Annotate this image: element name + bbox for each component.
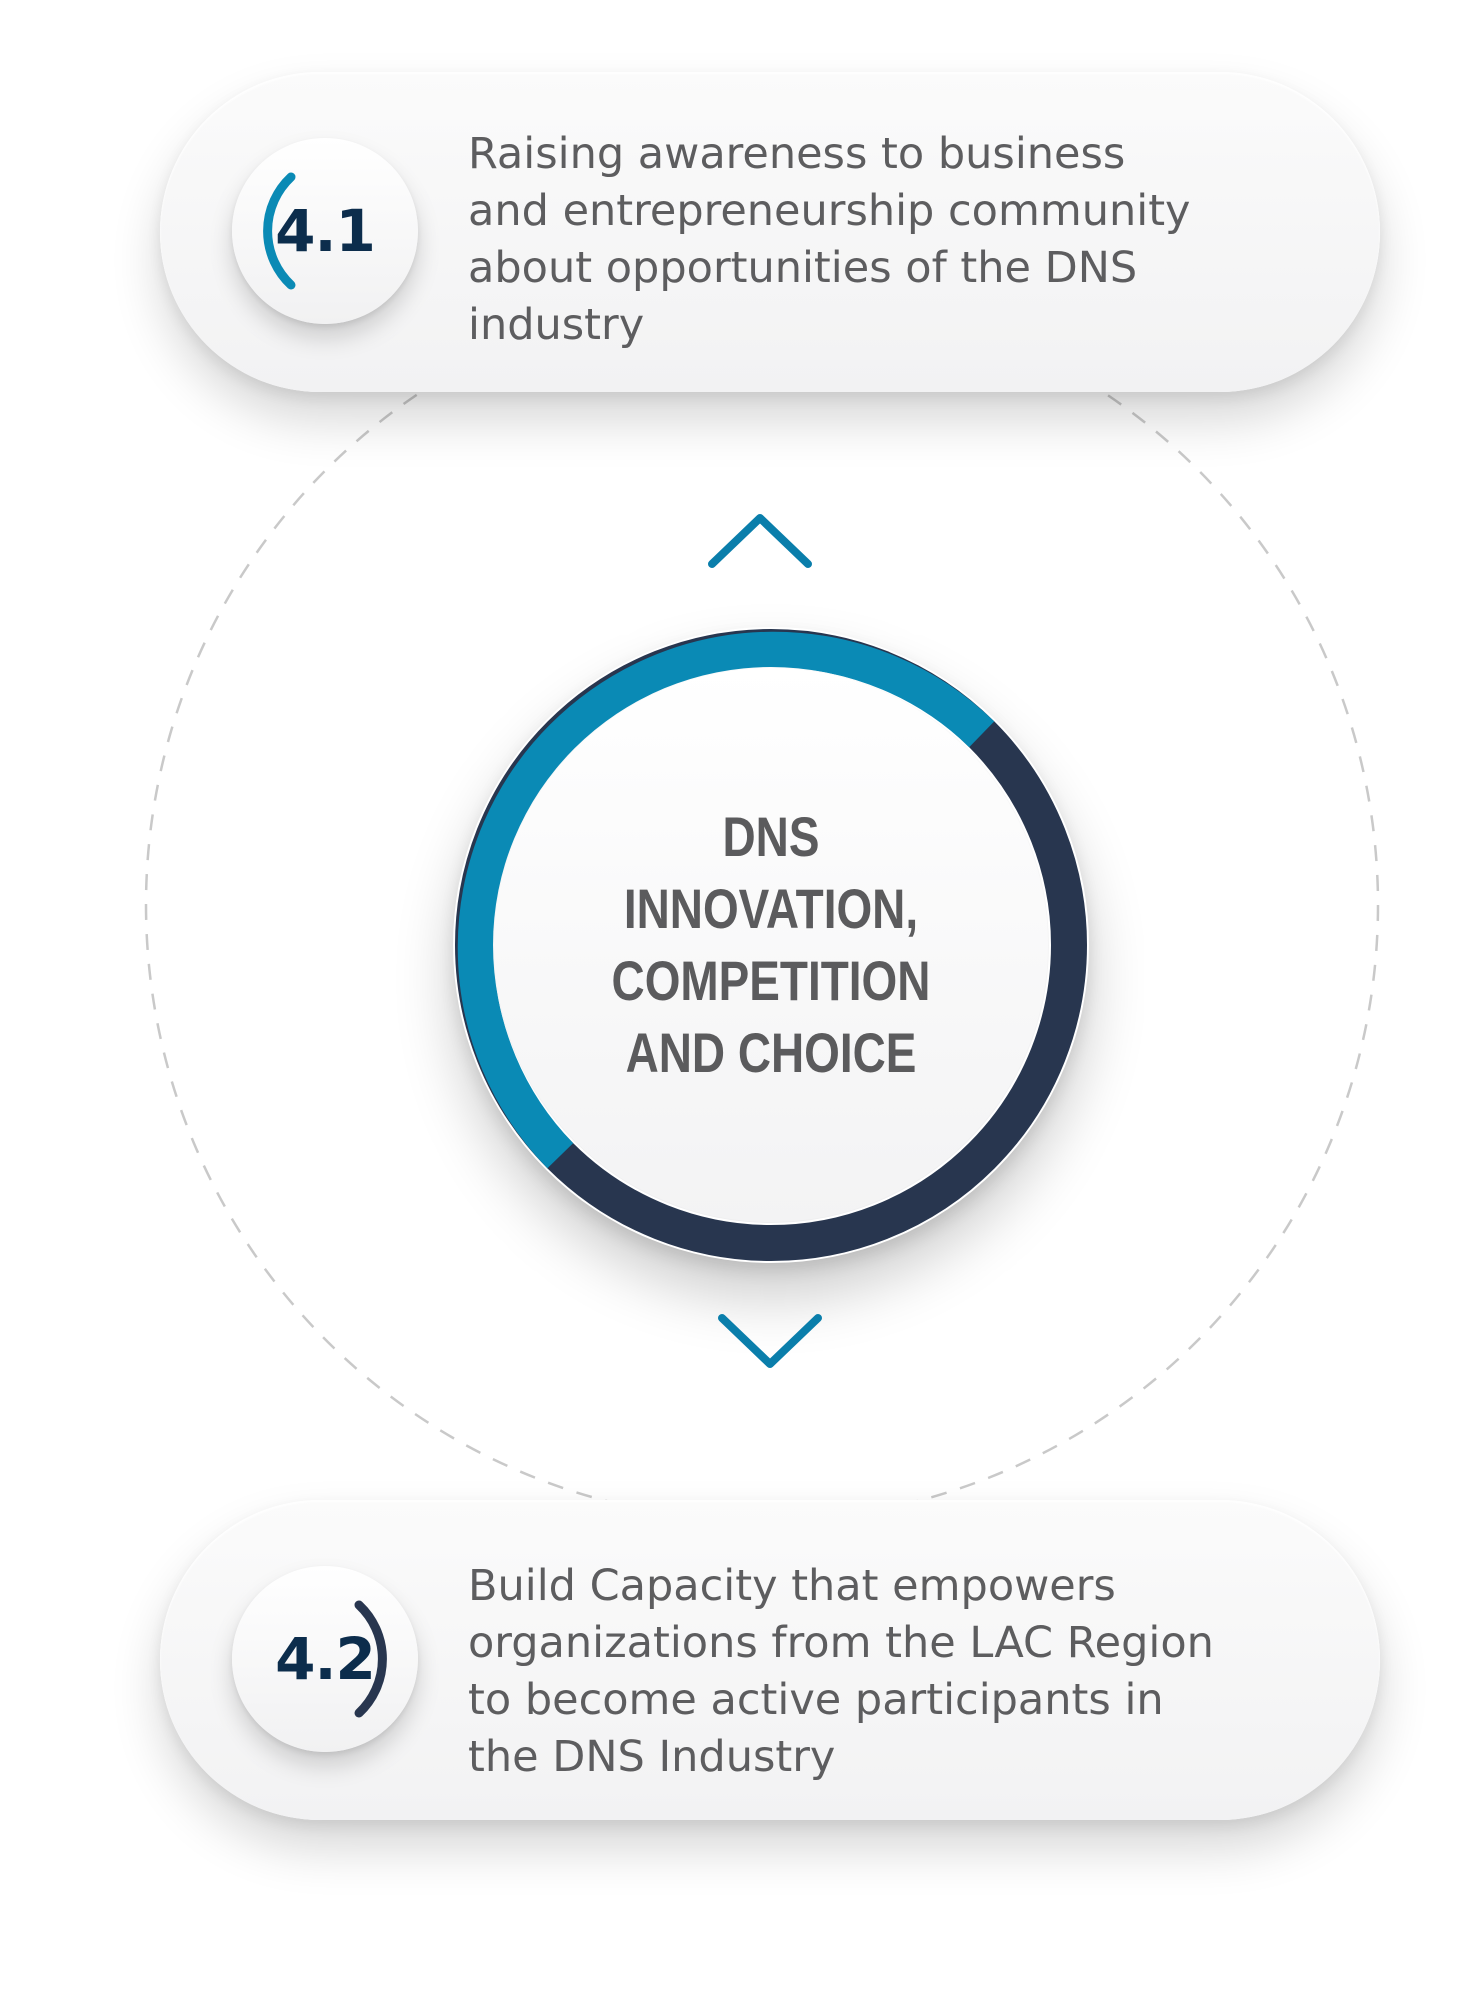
item-number: 4.2	[275, 1625, 376, 1693]
item-number: 4.1	[275, 197, 376, 265]
item-card-4-2: 4.2 Build Capacity that empowers organiz…	[160, 1500, 1380, 1820]
chevron-up-icon	[708, 514, 812, 568]
badge-arc-right	[354, 1600, 387, 1718]
center-title-line: DNS	[722, 805, 820, 868]
item-badge-4-1: 4.1	[232, 138, 418, 324]
item-text-line: organizations from the LAC Region	[468, 1618, 1214, 1668]
item-text-line: and entrepreneurship community	[468, 186, 1191, 236]
item-text-line: Raising awareness to business	[468, 129, 1126, 179]
center-title: DNS INNOVATION, COMPETITION AND CHOICE	[510, 801, 1032, 1089]
item-description: Build Capacity that empowers organizatio…	[468, 1558, 1328, 1786]
item-text-line: to become active participants in	[468, 1675, 1164, 1725]
center-title-line: COMPETITION	[611, 949, 931, 1012]
chevron-down-icon	[718, 1314, 822, 1368]
badge-arc-left	[263, 172, 296, 290]
center-ring	[455, 629, 1087, 1261]
item-text-line: industry	[468, 300, 645, 350]
item-description: Raising awareness to business and entrep…	[468, 126, 1328, 354]
item-badge-4-2: 4.2	[232, 1566, 418, 1752]
center-inner-disc	[493, 667, 1049, 1223]
center-title-line: INNOVATION,	[623, 877, 919, 940]
item-text-line: the DNS Industry	[468, 1732, 836, 1782]
center-title-line: AND CHOICE	[625, 1021, 917, 1084]
item-text-line: Build Capacity that empowers	[468, 1561, 1116, 1611]
center-hub: DNS INNOVATION, COMPETITION AND CHOICE	[453, 627, 1089, 1263]
item-text-line: about opportunities of the DNS	[468, 243, 1138, 293]
item-card-4-1: 4.1 Raising awareness to business and en…	[160, 72, 1380, 392]
